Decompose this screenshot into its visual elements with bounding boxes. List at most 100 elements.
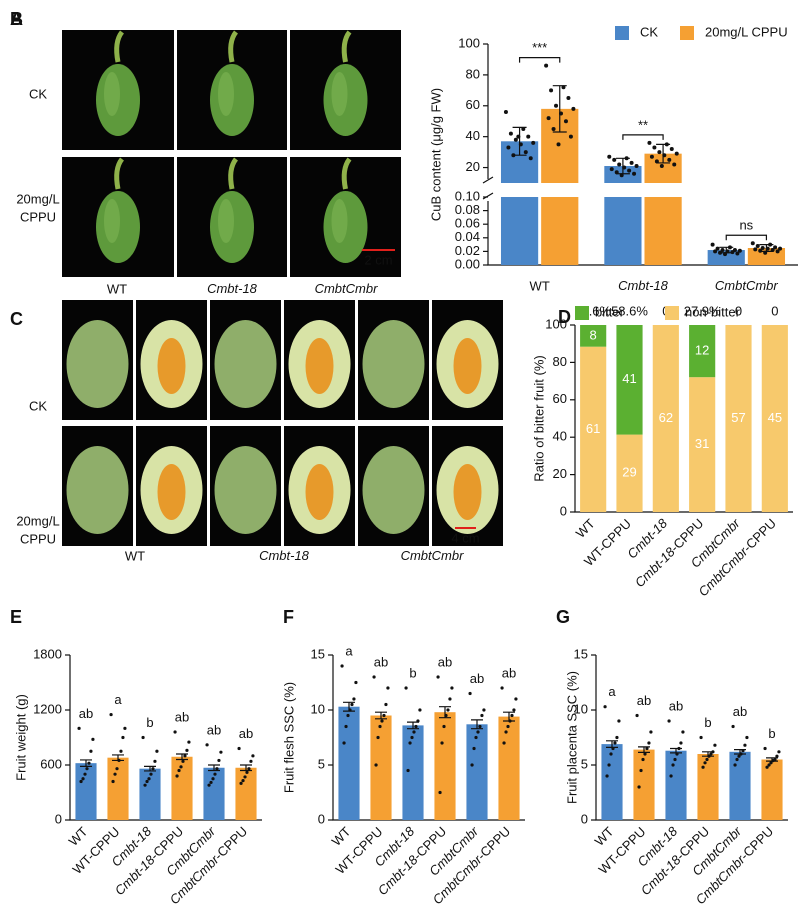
data-point xyxy=(511,153,516,158)
data-point xyxy=(619,173,624,178)
y-tick-label: 80 xyxy=(553,354,567,369)
data-point xyxy=(654,159,659,164)
data-point xyxy=(472,746,476,751)
data-point xyxy=(681,730,685,734)
error-bar xyxy=(670,747,682,754)
data-point xyxy=(145,779,149,784)
error-bar xyxy=(606,740,618,748)
data-point xyxy=(765,765,769,769)
x-tick-label: CmbtCmbr xyxy=(715,278,779,293)
error-bar xyxy=(471,719,483,730)
data-point xyxy=(705,757,709,762)
data-point xyxy=(408,741,412,745)
data-point xyxy=(404,686,408,690)
data-point xyxy=(241,778,245,783)
bar xyxy=(203,767,225,820)
data-point xyxy=(731,724,735,729)
data-point xyxy=(554,103,559,108)
scale-bar-label: 2 cm xyxy=(364,252,392,267)
data-point xyxy=(187,740,191,744)
bar-segment xyxy=(652,325,679,512)
y-tick-label: 1200 xyxy=(33,701,62,716)
bar xyxy=(761,759,783,820)
y-tick-label: 100 xyxy=(458,35,480,50)
significance-label: ab xyxy=(470,671,484,686)
segment-count: 31 xyxy=(695,436,709,451)
significance-label: b xyxy=(146,715,153,730)
data-point xyxy=(508,131,513,136)
error-bar xyxy=(80,759,92,767)
data-point xyxy=(237,746,241,751)
data-point xyxy=(566,96,571,101)
y-tick-label: 5 xyxy=(318,756,325,771)
data-point xyxy=(701,765,705,769)
significance-label: ab xyxy=(175,709,189,724)
data-point xyxy=(612,157,617,162)
data-point xyxy=(662,153,667,158)
data-point xyxy=(624,156,629,161)
data-point xyxy=(151,767,155,771)
data-point xyxy=(111,779,115,784)
y-axis-label: Fruit flesh SSC (%) xyxy=(281,682,296,793)
data-point xyxy=(607,154,612,159)
data-point xyxy=(342,741,346,745)
data-point xyxy=(215,767,219,771)
fruit xyxy=(214,320,277,408)
data-point xyxy=(442,724,446,729)
data-point xyxy=(763,250,768,255)
data-point xyxy=(603,705,607,709)
data-point xyxy=(183,754,187,758)
data-point xyxy=(474,735,478,740)
data-point xyxy=(737,754,741,758)
fruit-stem xyxy=(341,30,352,63)
data-point xyxy=(185,748,189,752)
data-point xyxy=(617,162,622,167)
data-point xyxy=(181,759,185,763)
data-point xyxy=(750,241,755,246)
data-point xyxy=(725,249,730,254)
data-point xyxy=(647,741,651,745)
data-point xyxy=(514,697,518,701)
fruit-shine xyxy=(104,72,120,116)
data-point xyxy=(657,150,662,155)
data-point xyxy=(563,119,568,124)
significance-label: *** xyxy=(532,40,547,55)
data-point xyxy=(775,754,779,758)
significance-label: ns xyxy=(739,218,753,233)
data-point xyxy=(438,790,442,795)
data-point xyxy=(609,167,614,172)
y-axis-label: Fruit placenta SSC (%) xyxy=(564,671,579,804)
bar-segment xyxy=(725,325,752,512)
data-point xyxy=(352,697,356,701)
data-point xyxy=(649,154,654,159)
data-point xyxy=(605,774,609,778)
data-point xyxy=(777,750,781,754)
fruit-shine xyxy=(218,199,234,243)
panel-letter: A xyxy=(10,9,23,29)
data-point xyxy=(753,247,758,252)
scale-bar-label: 4 cm xyxy=(451,530,479,545)
data-point xyxy=(478,724,482,729)
data-point xyxy=(615,735,619,740)
y-tick-label: 5 xyxy=(581,756,588,771)
data-point xyxy=(523,150,528,155)
fruit-flesh xyxy=(157,464,186,520)
bar xyxy=(466,724,488,820)
data-point xyxy=(735,251,740,256)
data-point xyxy=(609,752,613,756)
bar xyxy=(235,767,257,820)
data-point xyxy=(418,708,422,712)
bar-segment xyxy=(689,325,716,378)
segment-count: 57 xyxy=(731,410,745,425)
data-point xyxy=(480,713,484,718)
error-bar xyxy=(766,757,778,762)
bar-segment xyxy=(689,377,716,512)
y-tick-label: 10 xyxy=(574,701,588,716)
data-point xyxy=(730,250,735,255)
data-point xyxy=(386,686,390,690)
bar xyxy=(541,197,579,265)
data-point xyxy=(513,137,518,142)
top-label: 0 xyxy=(771,303,778,318)
data-point xyxy=(516,134,521,139)
bar-segment xyxy=(580,346,607,512)
